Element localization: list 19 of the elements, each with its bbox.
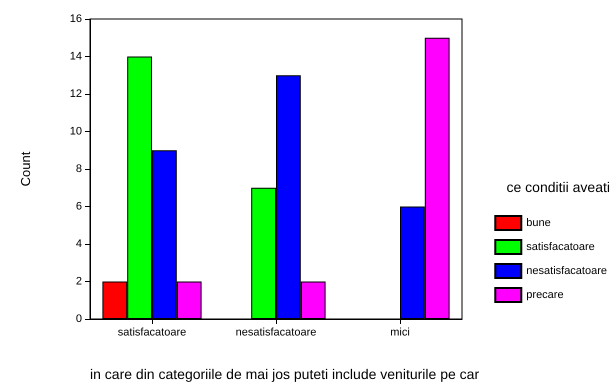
y-tick-label: 4 <box>76 238 82 250</box>
x-tick-label: nesatisfacatoare <box>236 326 316 338</box>
y-tick-label: 8 <box>76 163 82 175</box>
y-tick-label: 12 <box>70 88 82 100</box>
y-tick-label: 2 <box>76 276 82 288</box>
y-tick-label: 10 <box>70 126 82 138</box>
legend-label: precare <box>526 289 564 301</box>
legend-title: ce conditii aveati <box>506 179 610 195</box>
y-tick-label: 14 <box>70 50 82 62</box>
y-axis-title: Count <box>18 151 33 186</box>
x-tick-label: mici <box>390 326 410 338</box>
y-tick-label: 6 <box>76 200 82 212</box>
x-tick-label: satisfacatoare <box>118 326 186 338</box>
legend-label: bune <box>526 217 551 229</box>
x-axis-title: in care din categoriile de mai jos puteti include veniturile pe car <box>90 366 480 382</box>
y-tick-label: 0 <box>76 313 82 325</box>
legend-label: satisfacatoare <box>526 241 595 253</box>
legend-label: nesatisfacatoare <box>526 265 607 277</box>
y-tick-label: 16 <box>70 13 82 25</box>
